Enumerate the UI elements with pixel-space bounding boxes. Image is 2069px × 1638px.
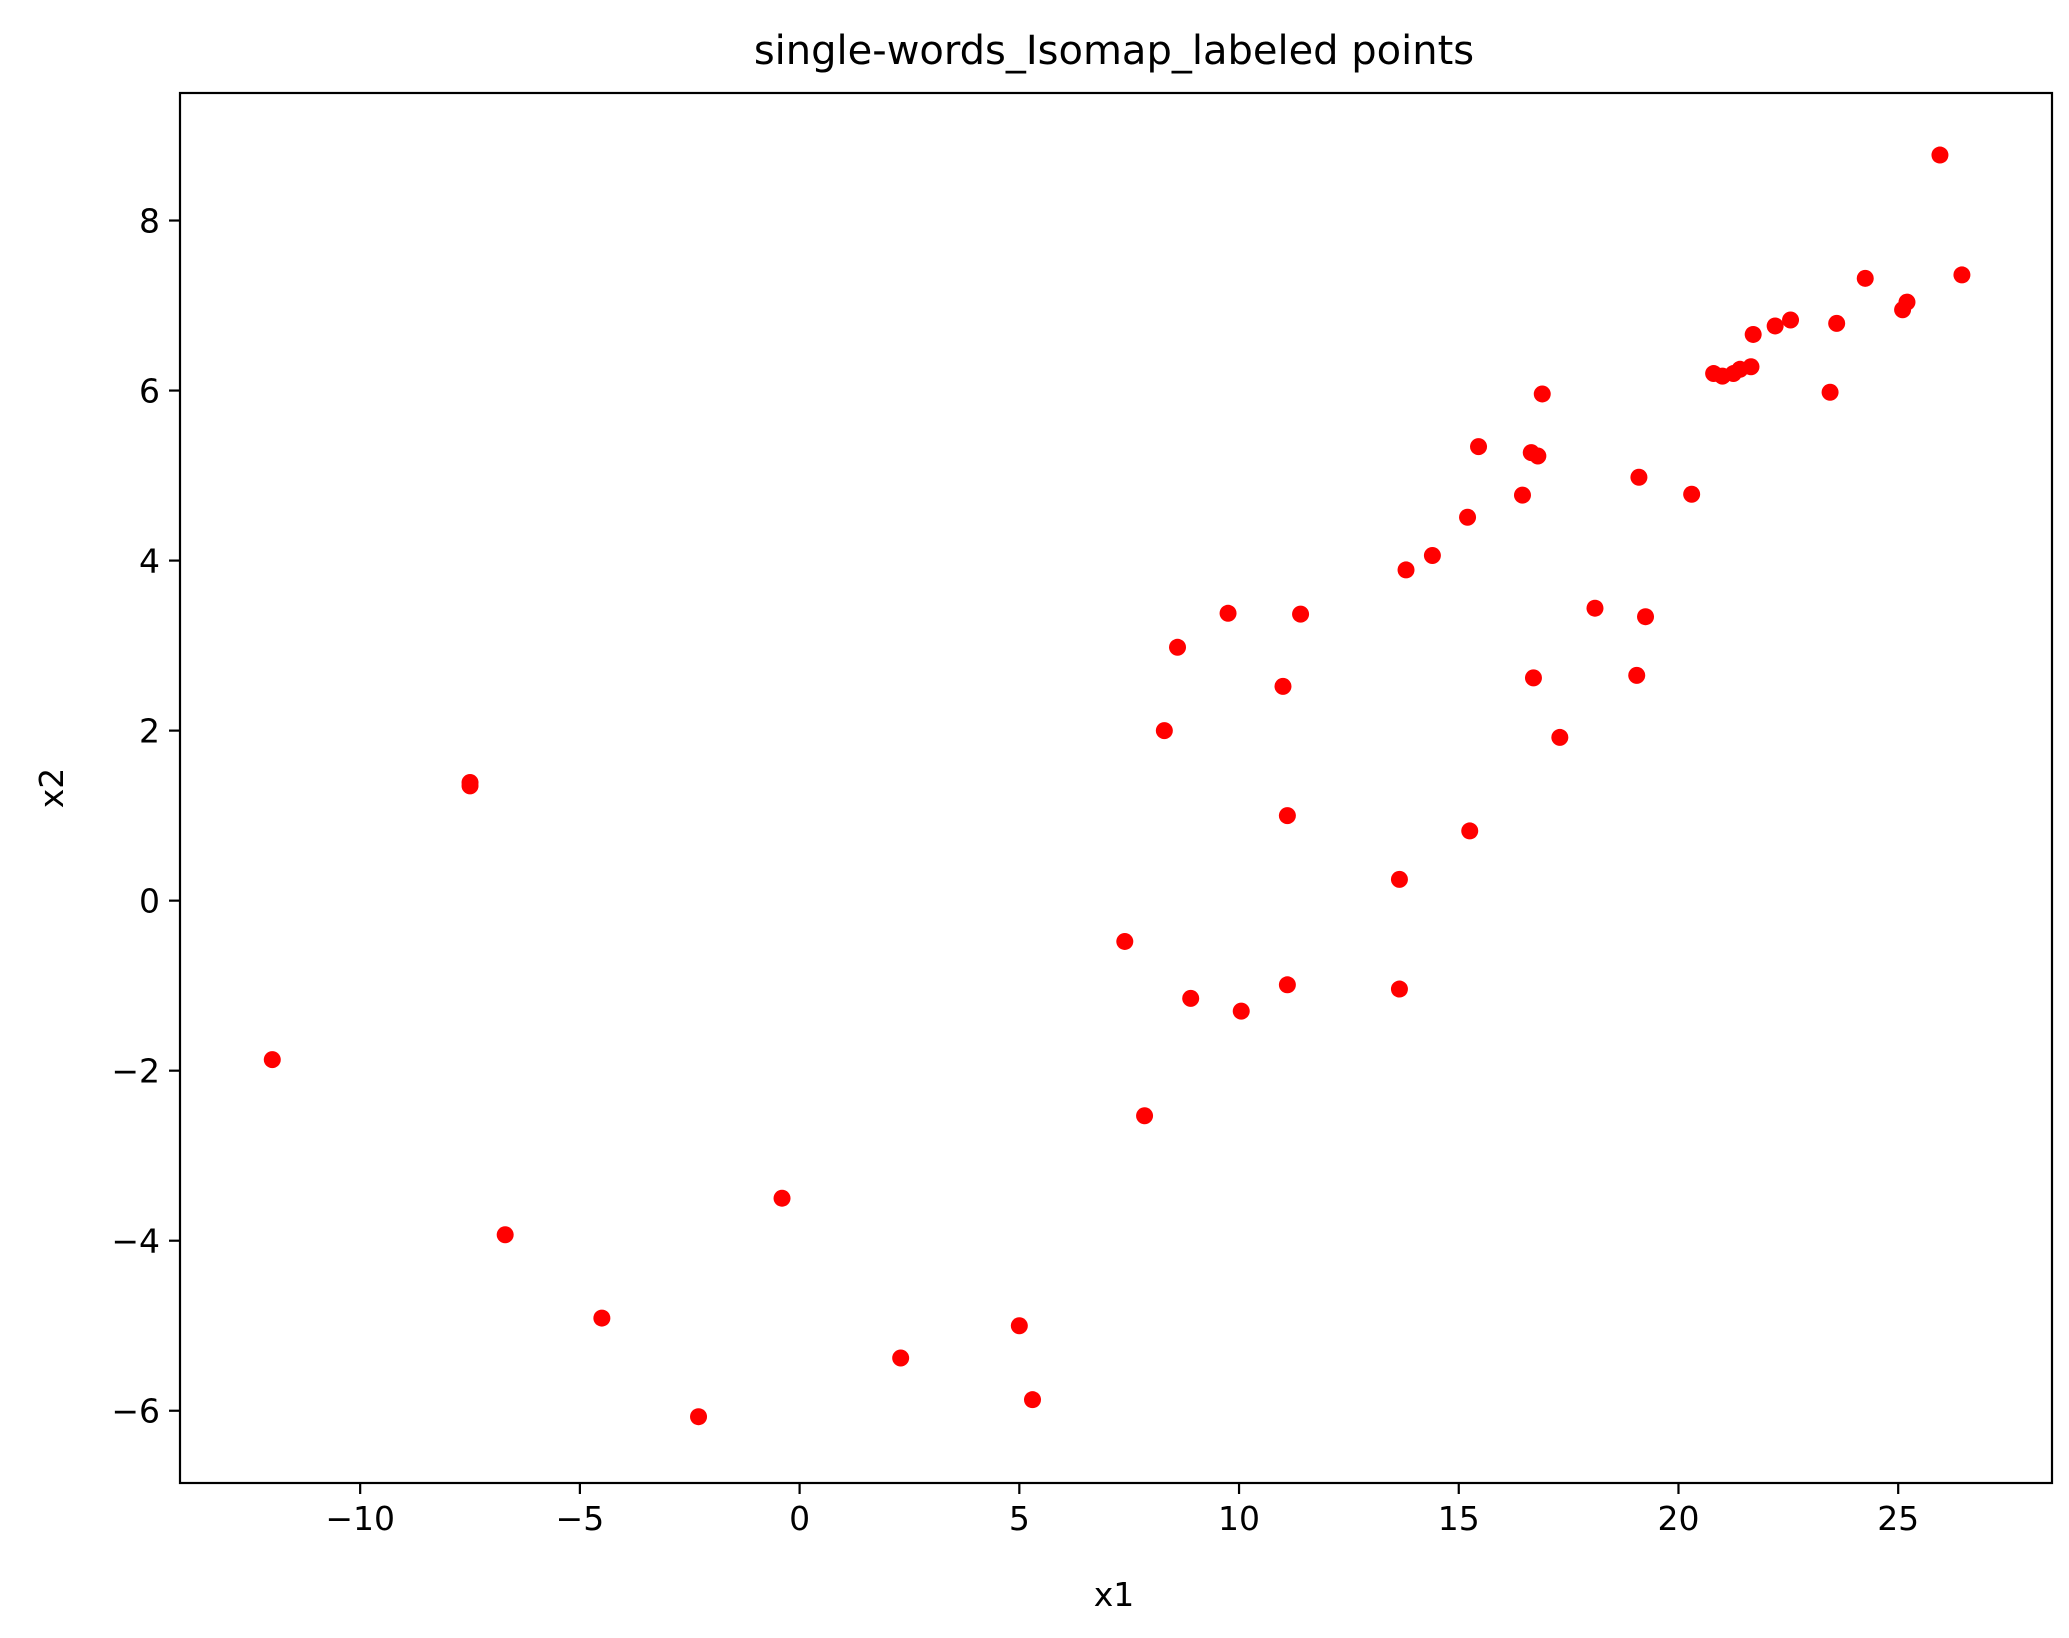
data-point-23 (1397, 561, 1415, 579)
data-point-31 (1529, 447, 1547, 465)
data-point-14 (1182, 989, 1200, 1007)
x-tick-label: 0 (789, 1499, 810, 1538)
data-point-26 (1461, 822, 1479, 840)
x-tick-label: 5 (1009, 1499, 1030, 1538)
data-point-17 (1274, 677, 1292, 695)
data-point-43 (1742, 358, 1760, 376)
data-point-34 (1586, 599, 1604, 617)
x-tick-label: −5 (556, 1499, 605, 1538)
data-point-9 (1024, 1391, 1042, 1409)
chart-title: single-words_Isomap_labeled points (754, 28, 1474, 74)
data-point-53 (1953, 266, 1971, 284)
data-point-30 (1524, 669, 1542, 687)
data-point-3 (496, 1226, 514, 1244)
data-point-16 (1232, 1002, 1250, 1020)
data-point-35 (1628, 666, 1646, 684)
plot-area-frame (178, 91, 2054, 1485)
y-tick-label: 0 (139, 882, 160, 921)
x-tick-label: 10 (1218, 1499, 1260, 1538)
data-point-37 (1637, 608, 1655, 626)
x-tick-label: 20 (1657, 1499, 1699, 1538)
y-tick-label: 6 (139, 372, 160, 411)
data-point-20 (1292, 605, 1310, 623)
data-point-0 (263, 1051, 281, 1069)
data-point-51 (1898, 293, 1916, 311)
x-axis: −10 −5 0 5 10 15 20 25 (325, 1483, 1919, 1538)
y-tick-label: −6 (111, 1392, 160, 1431)
data-point-52 (1931, 146, 1949, 164)
data-point-45 (1766, 317, 1784, 335)
x-tick-label: 15 (1438, 1499, 1480, 1538)
x-axis-label: x1 (1094, 1575, 1135, 1614)
y-tick-label: 4 (139, 542, 160, 581)
y-tick-label: 8 (139, 202, 160, 241)
data-point-25 (1459, 508, 1477, 526)
data-point-48 (1828, 314, 1846, 332)
data-point-7 (892, 1349, 910, 1367)
data-point-4 (593, 1309, 611, 1327)
data-point-22 (1390, 980, 1408, 998)
data-point-47 (1821, 383, 1839, 401)
y-axis: −6 −4 −2 0 2 4 6 8 (111, 202, 180, 1431)
data-point-36 (1630, 468, 1648, 486)
data-point-32 (1533, 385, 1551, 403)
data-point-15 (1219, 604, 1237, 622)
data-point-5 (690, 1408, 708, 1426)
y-tick-label: −4 (111, 1222, 160, 1261)
x-tick-label: 25 (1877, 1499, 1919, 1538)
data-point-2 (461, 773, 479, 791)
data-point-49 (1856, 269, 1874, 287)
data-point-44 (1744, 325, 1762, 343)
y-tick-label: −2 (111, 1052, 160, 1091)
data-point-18 (1278, 807, 1296, 825)
data-point-24 (1423, 546, 1441, 564)
data-point-13 (1169, 638, 1187, 656)
data-point-8 (1010, 1317, 1028, 1335)
y-axis-label: x2 (32, 768, 71, 809)
data-point-28 (1513, 486, 1531, 504)
y-tick-label: 2 (139, 712, 160, 751)
data-point-11 (1136, 1107, 1154, 1125)
data-point-27 (1470, 438, 1488, 456)
data-point-6 (773, 1189, 791, 1207)
data-point-21 (1390, 870, 1408, 888)
data-point-10 (1116, 932, 1134, 950)
data-point-46 (1782, 311, 1800, 329)
data-point-33 (1551, 728, 1569, 746)
points-layer (263, 146, 1971, 1426)
data-point-19 (1278, 976, 1296, 994)
data-point-12 (1155, 722, 1173, 740)
data-point-38 (1683, 485, 1701, 503)
x-tick-label: −10 (325, 1499, 395, 1538)
